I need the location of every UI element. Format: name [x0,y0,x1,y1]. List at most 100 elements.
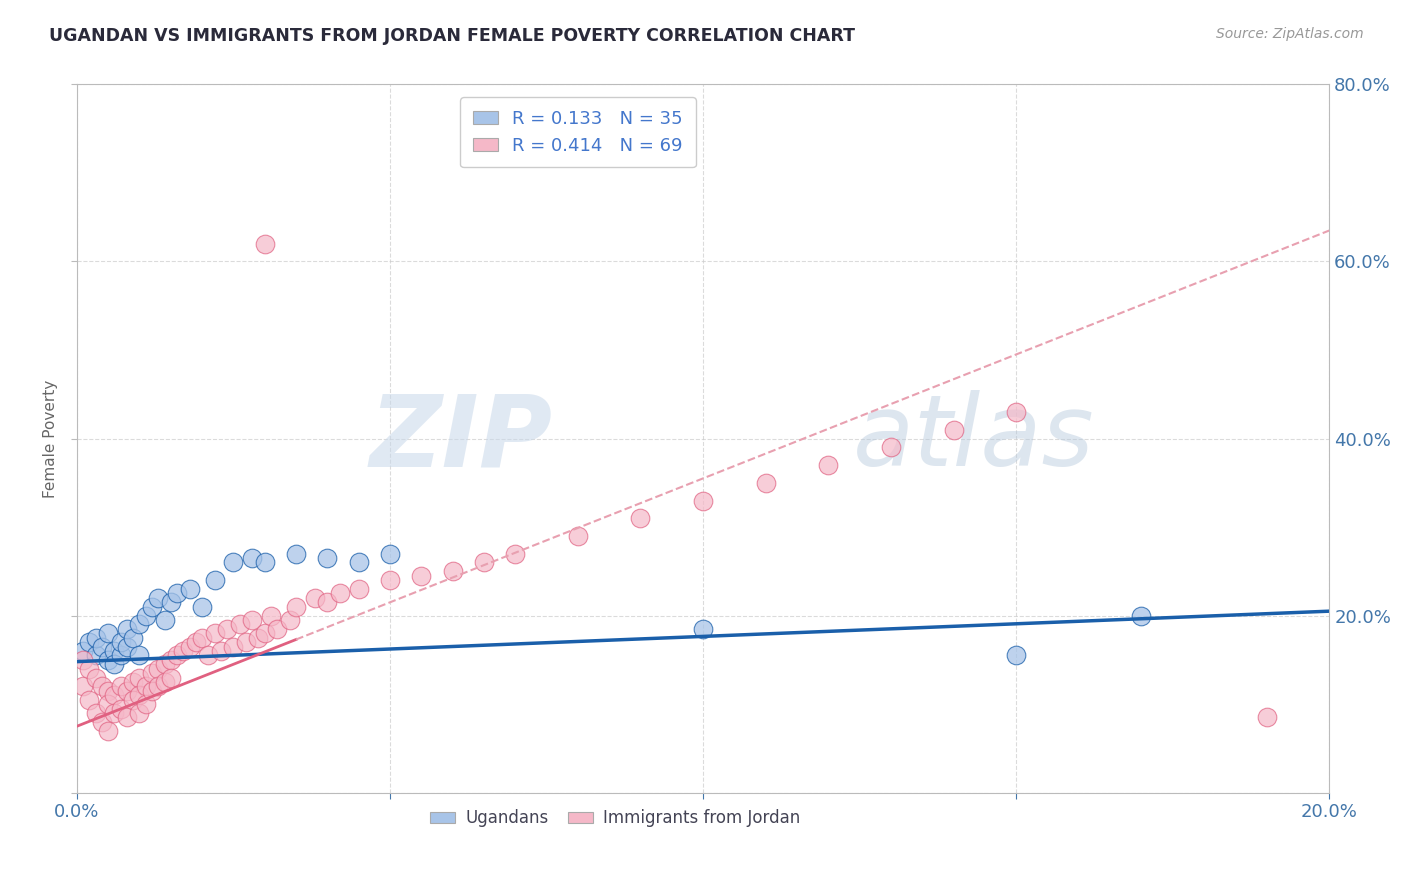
Point [191,599,214,614]
Text: atlas: atlas [853,390,1095,487]
Point [329,586,352,600]
Point [84,706,107,720]
Point [84,648,107,663]
Point [135,608,157,623]
Point [159,595,181,609]
Point [153,657,176,672]
Point [122,692,145,706]
Point [110,648,132,663]
Point [110,680,132,694]
Point [128,688,150,702]
Point [184,635,207,649]
Point [84,631,107,645]
Point [253,626,276,640]
Point [197,648,219,663]
Point [316,551,339,566]
Point [141,683,163,698]
Point [209,644,232,658]
Point [148,591,170,605]
Point [97,697,120,711]
Point [79,662,101,676]
Point [90,640,112,654]
Point [141,599,163,614]
Point [817,458,839,472]
Point [148,662,170,676]
Point [503,547,526,561]
Point [1256,710,1278,724]
Point [135,680,157,694]
Point [630,511,652,525]
Point [472,556,495,570]
Point [1005,648,1028,663]
Point [90,680,112,694]
Point [72,680,94,694]
Point [240,551,263,566]
Text: UGANDAN VS IMMIGRANTS FROM JORDAN FEMALE POVERTY CORRELATION CHART: UGANDAN VS IMMIGRANTS FROM JORDAN FEMALE… [49,27,855,45]
Point [204,573,226,587]
Point [122,675,145,690]
Point [128,671,150,685]
Point [285,547,308,561]
Point [222,640,245,654]
Point [103,688,125,702]
Point [253,236,276,251]
Point [567,529,589,543]
Point [153,613,176,627]
Point [441,565,464,579]
Point [115,622,138,636]
Point [166,586,188,600]
Point [347,582,370,596]
Point [347,556,370,570]
Point [253,556,276,570]
Point [179,582,201,596]
Point [228,617,250,632]
Point [110,635,132,649]
Point [153,675,176,690]
Point [115,640,138,654]
Point [942,423,965,437]
Point [378,547,401,561]
Point [79,635,101,649]
Point [204,626,226,640]
Point [172,644,194,658]
Point [103,706,125,720]
Point [692,493,714,508]
Point [115,710,138,724]
Point [166,648,188,663]
Point [240,613,263,627]
Point [1130,608,1153,623]
Text: Source: ZipAtlas.com: Source: ZipAtlas.com [1216,27,1364,41]
Point [266,622,288,636]
Point [97,683,120,698]
Legend: Ugandans, Immigrants from Jordan: Ugandans, Immigrants from Jordan [423,803,807,834]
Point [97,626,120,640]
Point [122,631,145,645]
Point [128,648,150,663]
Point [84,671,107,685]
Point [260,608,283,623]
Point [880,441,903,455]
Point [141,666,163,681]
Point [159,671,181,685]
Y-axis label: Female Poverty: Female Poverty [44,379,58,498]
Point [1005,405,1028,419]
Point [278,613,301,627]
Point [128,617,150,632]
Point [90,714,112,729]
Point [128,706,150,720]
Point [316,595,339,609]
Point [285,599,308,614]
Point [115,683,138,698]
Point [72,644,94,658]
Point [148,680,170,694]
Point [103,657,125,672]
Point [247,631,270,645]
Point [97,723,120,738]
Point [692,622,714,636]
Point [304,591,326,605]
Point [378,573,401,587]
Point [179,640,201,654]
Point [97,653,120,667]
Point [159,653,181,667]
Point [110,701,132,715]
